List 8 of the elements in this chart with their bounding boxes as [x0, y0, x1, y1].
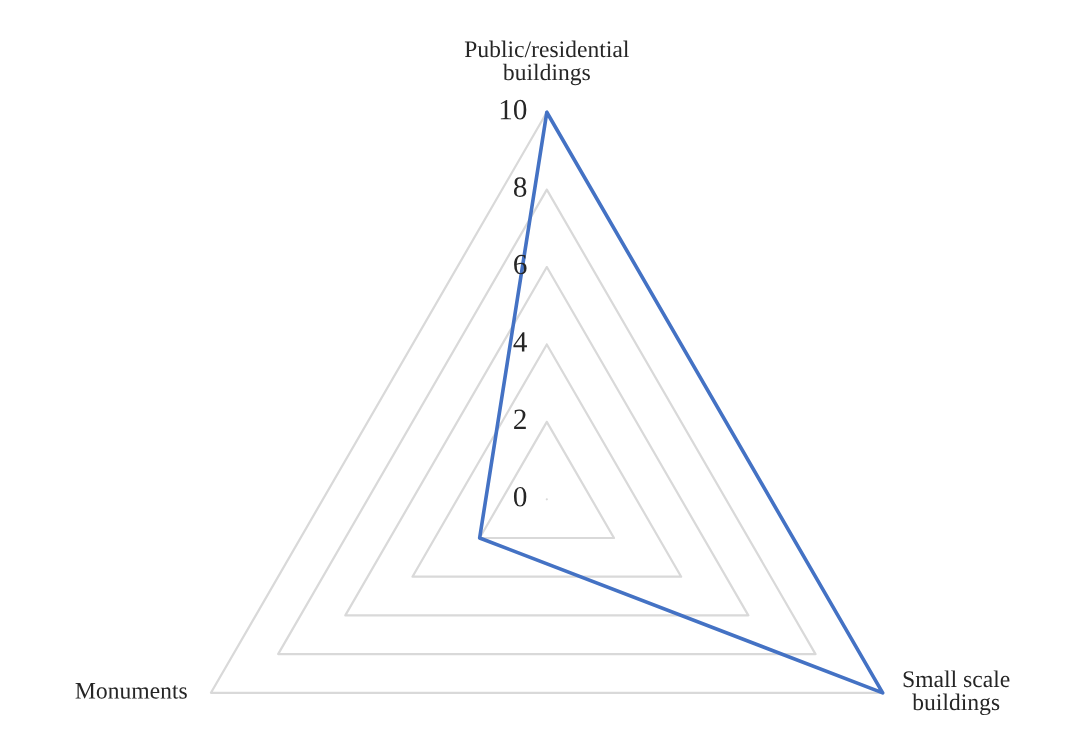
y-tick-label: 4: [513, 332, 527, 352]
spoke-label: Small scale buildings: [903, 670, 1010, 716]
y-tick-label: 8: [513, 177, 527, 197]
spoke-label: Public/residential buildings: [464, 40, 629, 86]
y-tick-label: 10: [500, 99, 527, 120]
spoke-label: Monuments: [75, 683, 187, 699]
y-tick-label: 0: [513, 486, 527, 507]
y-tick-label: 2: [514, 409, 526, 429]
